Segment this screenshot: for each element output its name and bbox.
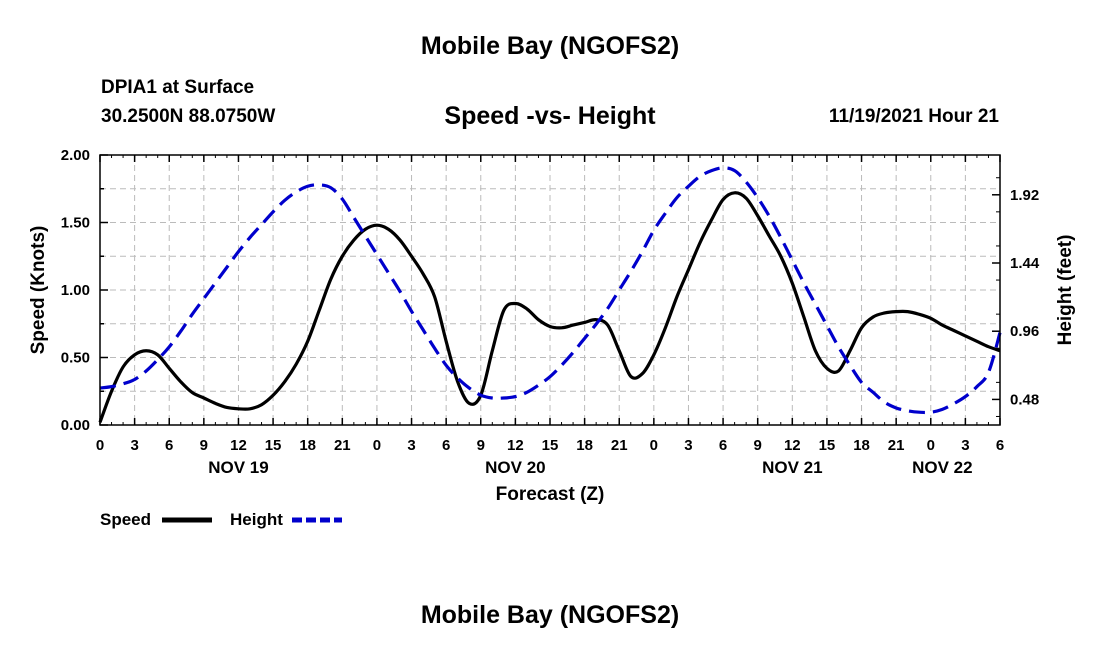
x-tick-label: 3	[684, 437, 692, 454]
x-tick-label: 9	[477, 437, 485, 454]
x-axis-label: Forecast (Z)	[496, 484, 605, 505]
y2-axis-label: Height (feet)	[1055, 235, 1076, 346]
x-tick-label: 18	[576, 437, 593, 454]
x-tick-label: 21	[611, 437, 628, 454]
x-tick-label: 6	[165, 437, 173, 454]
chart-title: Speed -vs- Height	[444, 102, 656, 130]
day-label: NOV 22	[912, 458, 972, 477]
x-tick-label: 21	[334, 437, 351, 454]
x-tick-label: 18	[299, 437, 316, 454]
legend: Speed Height	[100, 510, 342, 529]
grid-lines	[100, 155, 1000, 425]
x-tick-label: 3	[130, 437, 138, 454]
day-label: NOV 21	[762, 458, 822, 477]
x-tick-label: 6	[996, 437, 1004, 454]
x-tick-label: 0	[927, 437, 935, 454]
footer-title: Mobile Bay (NGOFS2)	[420, 601, 680, 629]
y-axis-label: Speed (Knots)	[28, 226, 49, 355]
station-coords: 30.2500N 88.0750W	[101, 106, 276, 127]
y-tick-label: 2.00	[61, 147, 90, 164]
legend-height-label: Height	[230, 510, 283, 529]
x-tick-label: 6	[442, 437, 450, 454]
x-tick-label: 0	[650, 437, 658, 454]
legend-speed-label: Speed	[100, 510, 151, 529]
x-tick-label: 0	[96, 437, 104, 454]
page-title: Mobile Bay (NGOFS2)	[420, 32, 680, 60]
x-tick-label: 15	[819, 437, 836, 454]
x-tick-label: 9	[754, 437, 762, 454]
y2-tick-label: 1.92	[1010, 187, 1039, 204]
x-tick-label: 3	[407, 437, 415, 454]
station-label: DPIA1 at Surface	[101, 77, 255, 98]
x-tick-label: 3	[961, 437, 969, 454]
height-series-line	[99, 166, 1002, 415]
x-tick-label: 9	[200, 437, 208, 454]
day-label: NOV 19	[208, 458, 268, 477]
y2-tick-label: 1.44	[1010, 255, 1040, 272]
y-tick-label: 1.00	[61, 282, 90, 299]
x-tick-label: 21	[888, 437, 905, 454]
x-tick-label: 18	[853, 437, 870, 454]
y-tick-label: 0.50	[61, 350, 90, 367]
x-tick-label: 15	[542, 437, 559, 454]
speed-series-line	[98, 191, 1001, 423]
day-label: NOV 20	[485, 458, 545, 477]
x-tick-label: 12	[784, 437, 801, 454]
series-lines	[98, 166, 1002, 423]
x-tick-label: 15	[265, 437, 282, 454]
axes: 0 3 6 9 12 15 18 21 0 3 6 9 12 15 18 21 0 3 6 9 12 15 18 21 0 3 6 N…	[61, 147, 1040, 477]
x-tick-label: 12	[230, 437, 247, 454]
y-tick-label: 1.50	[61, 215, 90, 232]
y2-tick-label: 0.96	[1010, 323, 1039, 340]
x-tick-label: 12	[507, 437, 524, 454]
y2-tick-label: 0.48	[1010, 391, 1039, 408]
forecast-datetime: 11/19/2021 Hour 21	[828, 106, 999, 127]
x-tick-label: 0	[373, 437, 381, 454]
y-tick-label: 0.00	[61, 417, 90, 434]
x-tick-label: 6	[719, 437, 727, 454]
